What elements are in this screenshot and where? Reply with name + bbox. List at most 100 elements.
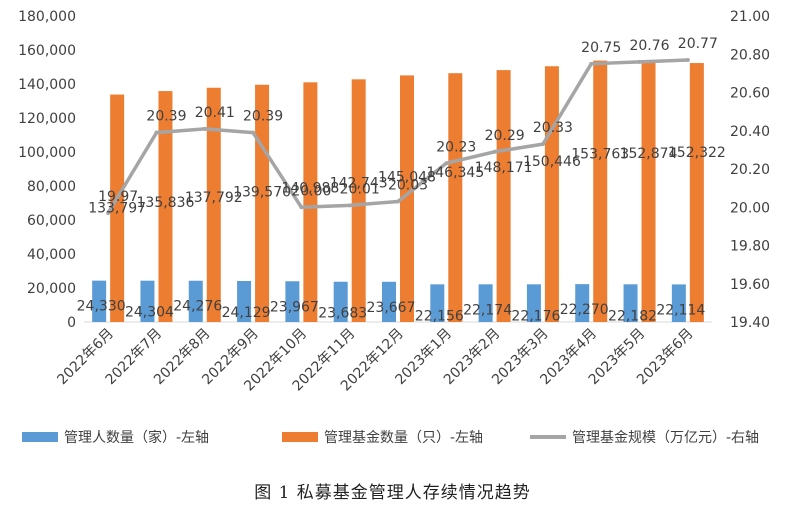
- data-label-scale: 20.01: [340, 181, 380, 197]
- left-axis-tick-label: 40,000: [27, 247, 76, 263]
- bar-managers: [671, 284, 686, 322]
- data-label-scale: 20.33: [533, 120, 573, 136]
- data-label-scale: 20.23: [436, 139, 476, 155]
- legend-swatch: [22, 432, 58, 442]
- data-label-managers: 23,967: [270, 299, 319, 315]
- legend-swatch: [282, 432, 318, 442]
- bar-managers: [430, 284, 445, 322]
- data-label-funds: 150,446: [523, 154, 581, 170]
- line-point: [396, 199, 400, 204]
- bars: [92, 60, 704, 323]
- data-label-managers: 23,667: [367, 300, 416, 316]
- line-point: [251, 130, 256, 135]
- data-label-funds: 153,763: [571, 147, 629, 163]
- right-axis-tick-label: 20.20: [730, 162, 770, 178]
- legend: 管理人数量（家）-左轴 管理基金数量（只）-左轴 管理基金规模（万亿元）-右轴: [22, 429, 759, 446]
- data-label-funds: 148,171: [475, 160, 533, 176]
- bar-funds: [641, 62, 656, 323]
- left-axis-tick-label: 80,000: [27, 179, 76, 195]
- right-axis-tick-label: 19.60: [730, 277, 770, 293]
- left-axis-tick-label: 180,000: [18, 9, 76, 25]
- right-axis-tick-label: 20.60: [730, 86, 770, 102]
- right-axis-tick-label: 19.40: [730, 315, 770, 331]
- bar-funds: [110, 94, 125, 322]
- data-label-managers: 22,270: [560, 302, 609, 318]
- left-axis-tick-label: 120,000: [18, 111, 76, 127]
- line-point: [637, 59, 642, 64]
- line-point: [685, 57, 690, 62]
- data-label-managers: 22,156: [415, 308, 464, 324]
- data-label-scale: 20.39: [146, 109, 186, 125]
- right-axis-tick-label: 21.00: [730, 9, 770, 25]
- data-label-managers: 22,174: [463, 302, 512, 318]
- bar-managers: [140, 280, 155, 322]
- right-axis-tick-label: 19.80: [730, 239, 770, 255]
- line-point: [154, 130, 159, 135]
- left-axis-tick-label: 20,000: [27, 281, 76, 297]
- data-label-scale: 19.97: [98, 189, 138, 205]
- legend-label: 管理基金数量（只）-左轴: [324, 429, 483, 446]
- data-label-scale: 20.77: [678, 36, 718, 52]
- bar-managers: [237, 280, 252, 322]
- line-point: [202, 126, 207, 131]
- data-label-scale: 20.00: [291, 183, 331, 199]
- data-label-managers: 24,304: [125, 305, 174, 321]
- bar-managers: [382, 281, 396, 322]
- right-axis-tick-label: 20.00: [730, 200, 770, 216]
- legend-label: 管理人数量（家）-左轴: [64, 429, 209, 446]
- line-point: [347, 203, 352, 208]
- bar-funds: [448, 73, 463, 322]
- bar-managers: [526, 284, 541, 322]
- line-point: [492, 149, 497, 154]
- data-label-managers: 24,129: [222, 305, 271, 321]
- line-point: [444, 161, 449, 166]
- right-axis-tick-label: 20.40: [730, 124, 770, 140]
- chart: 0 20,000 40,000 60,000 80,000 100,000 120,000 1…: [18, 9, 770, 446]
- line-point: [106, 210, 111, 215]
- bar-funds: [158, 91, 173, 322]
- bar-funds: [593, 60, 608, 322]
- data-label-funds: 133,797: [88, 201, 146, 217]
- data-label-funds: 139,570: [233, 185, 291, 201]
- data-label-scale: 20.39: [243, 109, 283, 125]
- data-label-funds: 146,345: [426, 165, 484, 181]
- bar-funds: [351, 79, 366, 322]
- right-axis-tick-label: 20.80: [730, 47, 770, 63]
- bar-managers: [188, 280, 203, 322]
- bar-managers: [623, 284, 638, 322]
- bar-funds: [689, 63, 704, 322]
- left-axis-tick-label: 100,000: [18, 145, 76, 161]
- bar-managers: [575, 284, 590, 322]
- data-label-scale: 20.41: [195, 105, 235, 121]
- legend-label: 管理基金规模（万亿元）-右轴: [572, 429, 759, 446]
- bar-managers: [92, 280, 107, 322]
- data-label-funds: 142,743: [330, 175, 388, 191]
- data-label-managers: 22,182: [608, 308, 657, 324]
- line-point: [589, 61, 594, 66]
- line-series: [106, 57, 690, 215]
- data-label-scale: 20.76: [629, 38, 669, 54]
- data-label-managers: 24,276: [173, 299, 222, 315]
- figure-caption: 图 1 私募基金管理人存续情况趋势: [254, 483, 531, 503]
- left-axis-tick-label: 140,000: [18, 77, 76, 93]
- left-axis-tick-label: 0: [67, 315, 76, 331]
- data-label-scale: 20.29: [485, 128, 525, 144]
- data-label-scale: 20.75: [581, 40, 621, 56]
- data-label-scale: 20.03: [388, 178, 428, 194]
- data-label-managers: 23,683: [318, 306, 367, 322]
- bar-managers: [478, 284, 493, 322]
- left-axis-tick-label: 60,000: [27, 213, 76, 229]
- bar-funds: [400, 75, 414, 323]
- data-label-funds: 137,792: [185, 190, 243, 206]
- line-point: [540, 142, 545, 147]
- data-label-managers: 22,176: [511, 308, 560, 324]
- data-label-managers: 22,114: [656, 302, 705, 318]
- line-point: [299, 205, 304, 210]
- bar-funds: [303, 82, 318, 322]
- bar-funds: [496, 70, 511, 322]
- bar-managers: [285, 281, 300, 322]
- bar-funds: [544, 66, 559, 323]
- left-axis-tick-label: 160,000: [18, 43, 76, 59]
- bar-funds: [206, 87, 221, 322]
